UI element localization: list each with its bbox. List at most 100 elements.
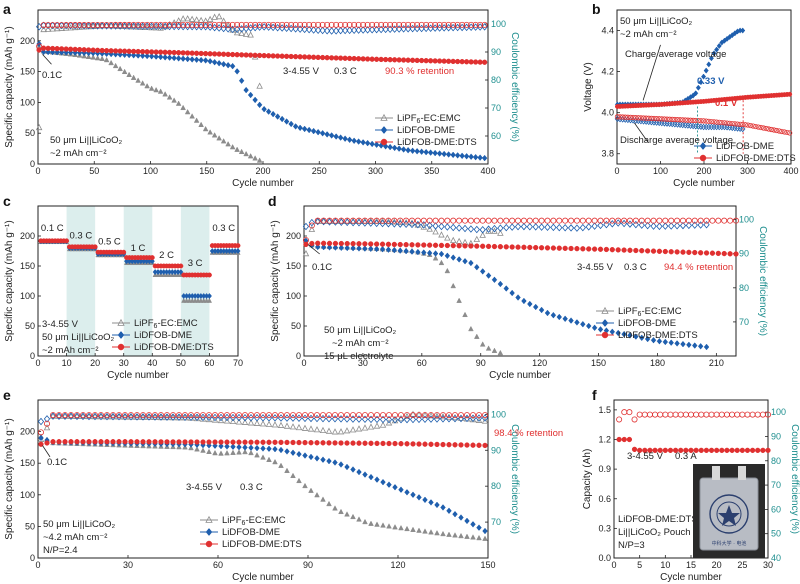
ce-point (361, 412, 368, 419)
capacity-point (368, 245, 374, 253)
ce-point (279, 21, 286, 28)
capacity-point (220, 138, 227, 144)
capacity-point (692, 249, 698, 256)
ce-point (698, 411, 705, 418)
b-red-dv-label: 0.1 V (715, 98, 738, 109)
y2-tick-label: 40 (771, 553, 781, 563)
discharge-voltage-point (727, 120, 733, 126)
panel-letter-f: f (592, 387, 597, 403)
x-tick-label: 150 (199, 166, 214, 176)
x-tick-label: 120 (532, 358, 547, 368)
ce-point (253, 412, 260, 419)
capacity-point (428, 529, 434, 535)
capacity-point (379, 241, 386, 247)
capacity-point (344, 511, 350, 517)
capacity-point (309, 240, 315, 247)
ce-point (485, 225, 492, 233)
ce-point (468, 23, 475, 31)
capacity-point (284, 439, 290, 446)
ce-point (324, 27, 331, 35)
ce-point (396, 25, 403, 33)
ce-point (62, 24, 70, 31)
ce-point (112, 22, 119, 29)
capacity-point (135, 48, 141, 55)
legend-label: LiDFOB-DME (134, 330, 192, 341)
capacity-point (662, 338, 669, 346)
capacity-point (236, 439, 242, 445)
capacity-point (216, 135, 222, 141)
ce-point (265, 21, 272, 28)
ce-point (98, 412, 105, 419)
x-tick-label: 90 (476, 358, 486, 368)
capacity-point (398, 524, 404, 531)
ce-point (253, 419, 261, 426)
ce-point (163, 413, 171, 421)
capacity-point (350, 440, 356, 446)
ce-point (468, 21, 475, 28)
capacity-point (337, 55, 344, 61)
panel-letter-c: c (3, 193, 11, 209)
ce-point (139, 413, 147, 421)
legend-label: LiDFOB-DME (716, 141, 774, 152)
capacity-point (326, 457, 332, 465)
y2-tick-label: 100 (739, 215, 754, 225)
capacity-point (90, 47, 96, 53)
capacity-point (278, 439, 284, 446)
ce-point (53, 25, 61, 32)
capacity-point (409, 147, 416, 155)
ce-point (283, 412, 290, 419)
capacity-point (242, 439, 248, 445)
rate-step-shading (123, 206, 153, 356)
capacity-point (256, 52, 263, 59)
capacity-point (261, 52, 267, 59)
discharge-voltage-point (698, 118, 704, 124)
capacity-point (338, 508, 344, 515)
ce-point (632, 220, 639, 229)
capacity-point (509, 289, 515, 297)
ce-point (189, 21, 196, 28)
capacity-point (315, 128, 321, 136)
ce-point (451, 412, 458, 419)
ce-point (315, 21, 322, 28)
discharge-voltage-point (776, 128, 782, 134)
ce-point (151, 412, 158, 419)
ce-point (674, 217, 681, 224)
capacity-point (477, 59, 483, 65)
ce-point (121, 412, 129, 421)
ce-point (509, 223, 516, 231)
capacity-point (485, 243, 492, 250)
capacity-point (252, 155, 258, 161)
capacity-point (193, 56, 200, 64)
ce-point (332, 217, 339, 224)
ce-point (337, 21, 344, 28)
capacity-point (243, 150, 249, 157)
ce-point (343, 427, 351, 434)
ce-point (729, 411, 736, 418)
capacity-point (468, 243, 474, 249)
capacity-point (386, 523, 392, 529)
capacity-point (135, 52, 141, 59)
capacity-point (464, 442, 470, 448)
ce-point (367, 415, 375, 424)
ce-point (314, 217, 321, 226)
ce-point (585, 223, 592, 231)
ce-point (457, 412, 464, 419)
ce-point (234, 21, 241, 28)
capacity-point (657, 447, 663, 454)
capacity-point (446, 507, 452, 515)
ce-point (585, 217, 592, 224)
ce-point (360, 21, 367, 28)
capacity-point (364, 139, 371, 147)
ce-point (439, 415, 447, 423)
ce-point (591, 222, 598, 230)
capacity-point (212, 449, 218, 456)
ce-point (426, 217, 433, 224)
x-tick-label: 150 (591, 358, 606, 368)
ce-point (306, 25, 313, 34)
capacity-point (450, 242, 456, 249)
capacity-point (274, 113, 281, 120)
capacity-point (49, 45, 56, 52)
ce-point (297, 21, 304, 28)
ce-point (526, 217, 533, 224)
ce-point (151, 413, 159, 421)
